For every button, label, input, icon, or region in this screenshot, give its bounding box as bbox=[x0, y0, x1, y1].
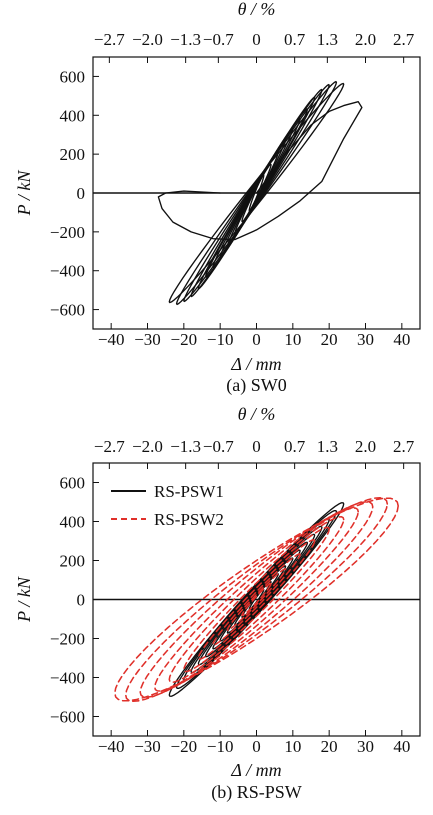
top-axis-label: θ / % bbox=[238, 0, 276, 19]
top-tick-label: 0 bbox=[252, 30, 261, 49]
envelope-curve bbox=[157, 101, 363, 241]
hysteresis-loop bbox=[197, 539, 316, 660]
hysteresis-loop bbox=[183, 526, 330, 673]
chart-panel-2: −40 −30 −20 −10 0 10 20 30 40 −2.7 −2.0 −1.3 −0.7 0 0.… bbox=[14, 404, 421, 803]
y-tick-label: 0 bbox=[77, 184, 86, 203]
y-tick-label: −400 bbox=[50, 262, 85, 281]
top-tick-label: 2.7 bbox=[393, 437, 415, 456]
chart-panel-1: −40 −30 −20 −10 0 10 20 30 40 −2.7 −2.0 −1.3 −0.7 0 0.… bbox=[14, 0, 421, 396]
hysteresis-loop bbox=[226, 568, 287, 631]
top-tick-label: 2.7 bbox=[393, 30, 415, 49]
hysteresis-loop bbox=[168, 502, 345, 697]
figure-caption: (b) RS-PSW bbox=[211, 782, 302, 803]
x-tick-label: −30 bbox=[134, 330, 161, 349]
hysteresis-loop bbox=[139, 500, 374, 699]
top-tick-label: −2.7 bbox=[94, 437, 125, 456]
top-tick-label: −1.3 bbox=[170, 30, 201, 49]
x-tick-label: 20 bbox=[321, 330, 338, 349]
y-tick-label: 200 bbox=[60, 145, 86, 164]
x-tick-label: 30 bbox=[357, 330, 374, 349]
hysteresis-loop bbox=[226, 565, 287, 634]
hysteresis-loop bbox=[183, 83, 330, 303]
top-tick-label: 2.0 bbox=[355, 437, 376, 456]
y-tick-label: −400 bbox=[50, 669, 85, 688]
x-axis-label: Δ / mm bbox=[230, 760, 281, 780]
y-tick-label: 200 bbox=[60, 552, 86, 571]
top-tick-label: −1.3 bbox=[170, 437, 201, 456]
hysteresis-loop bbox=[212, 549, 301, 650]
x-tick-label: 0 bbox=[252, 330, 261, 349]
top-tick-label: 0 bbox=[252, 437, 261, 456]
top-tick-label: −2.7 bbox=[94, 30, 125, 49]
x-tick-label: −10 bbox=[207, 737, 234, 756]
series-group bbox=[114, 496, 399, 703]
x-tick-label: −30 bbox=[134, 737, 161, 756]
hysteresis-loop bbox=[153, 507, 360, 692]
x-tick-label: 30 bbox=[357, 737, 374, 756]
y-tick-label: −200 bbox=[50, 630, 85, 649]
y-tick-label: 400 bbox=[60, 513, 86, 532]
x-tick-label: −20 bbox=[171, 330, 198, 349]
top-tick-label: 0.7 bbox=[284, 437, 306, 456]
x-tick-label: −20 bbox=[171, 737, 198, 756]
top-tick-label: −2.0 bbox=[132, 437, 163, 456]
top-axis-label: θ / % bbox=[238, 404, 276, 424]
top-tick-label: −0.7 bbox=[203, 437, 234, 456]
top-tick-label: 0.7 bbox=[284, 30, 306, 49]
y-tick-label: 400 bbox=[60, 106, 86, 125]
x-tick-label: −40 bbox=[98, 330, 125, 349]
y-axis-label: P / kN bbox=[14, 576, 34, 623]
y-tick-label: 0 bbox=[77, 591, 86, 610]
hysteresis-loop bbox=[241, 582, 272, 617]
legend-label: RS-PSW2 bbox=[154, 510, 224, 529]
legend: RS-PSW1 RS-PSW2 bbox=[111, 482, 224, 529]
hysteresis-loop bbox=[183, 517, 330, 682]
hysteresis-loop bbox=[168, 82, 345, 304]
top-tick-label: 2.0 bbox=[355, 30, 376, 49]
x-tick-label: 0 bbox=[252, 737, 261, 756]
y-tick-label: −600 bbox=[50, 708, 85, 727]
x-axis-label: Δ / mm bbox=[230, 354, 281, 374]
x-tick-label: −40 bbox=[98, 737, 125, 756]
x-tick-label: 10 bbox=[284, 330, 301, 349]
hysteresis-loop bbox=[197, 533, 316, 666]
hysteresis-loop bbox=[168, 516, 345, 683]
y-tick-label: −200 bbox=[50, 223, 85, 242]
x-tick-label: 20 bbox=[321, 737, 338, 756]
hysteresis-loop bbox=[175, 80, 338, 306]
figure-caption: (a) SW0 bbox=[226, 375, 286, 396]
series-group bbox=[157, 80, 363, 306]
top-tick-label: 1.3 bbox=[317, 437, 338, 456]
x-tick-label: 10 bbox=[284, 737, 301, 756]
x-tick-label: 40 bbox=[393, 330, 410, 349]
y-tick-label: 600 bbox=[60, 474, 86, 493]
x-tick-label: −10 bbox=[207, 330, 234, 349]
top-tick-label: −2.0 bbox=[132, 30, 163, 49]
legend-label: RS-PSW1 bbox=[154, 482, 224, 501]
y-tick-label: 600 bbox=[60, 67, 86, 86]
y-axis-label: P / kN bbox=[14, 170, 34, 217]
x-tick-label: 40 bbox=[393, 737, 410, 756]
y-tick-label: −600 bbox=[50, 301, 85, 320]
top-tick-label: 1.3 bbox=[317, 30, 338, 49]
top-tick-label: −0.7 bbox=[203, 30, 234, 49]
